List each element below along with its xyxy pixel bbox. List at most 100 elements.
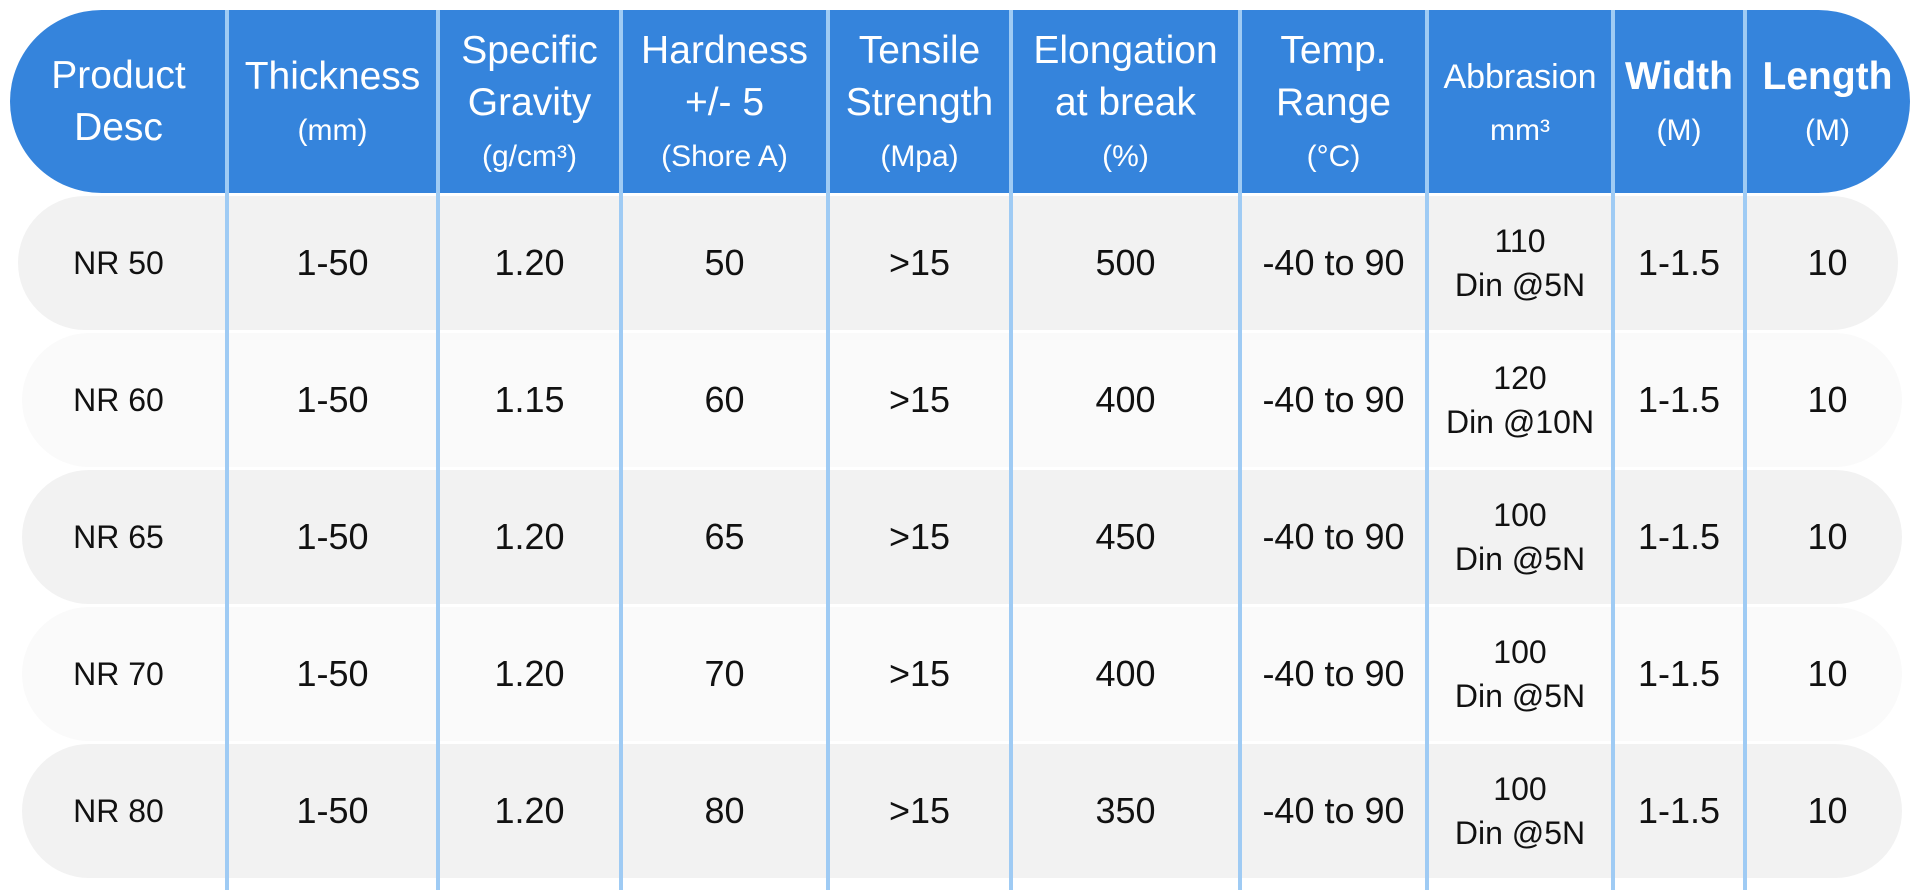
column-divider xyxy=(826,10,830,890)
table-cell: 10 xyxy=(1745,333,1910,467)
cell-text: 10 xyxy=(1807,379,1848,420)
cell-text: Din @5N xyxy=(1454,541,1586,577)
cell-text: 60 xyxy=(704,379,745,420)
table-cell: -40 to 90 xyxy=(1240,333,1427,467)
header-title: +/- 5 xyxy=(684,80,765,124)
header-title: Gravity xyxy=(467,80,592,124)
header-cell: Specific Gravity (g/cm³) xyxy=(438,10,621,193)
cell-text: 100 xyxy=(1493,771,1547,807)
cell-text: 1-1.5 xyxy=(1637,653,1721,694)
header-title: Length xyxy=(1762,54,1893,98)
cell-text: 1.20 xyxy=(494,790,565,831)
cell-text: 1-50 xyxy=(296,242,369,283)
table-cell: 1-1.5 xyxy=(1613,744,1745,878)
cell-text: NR 60 xyxy=(73,382,164,418)
table-cell: NR 50 xyxy=(10,196,227,330)
cell-text: -40 to 90 xyxy=(1262,653,1405,694)
column-divider xyxy=(436,10,440,890)
cell-text: 1-50 xyxy=(296,790,369,831)
cell-text: 100 xyxy=(1493,497,1547,533)
table-cell: 10 xyxy=(1745,744,1910,878)
row-background xyxy=(22,470,1902,604)
header-title: Strength xyxy=(845,80,994,124)
header-title: Temp. xyxy=(1280,28,1387,72)
header-unit: (M) xyxy=(1805,113,1850,147)
cell-text: >15 xyxy=(888,242,951,283)
table-cell: 50 xyxy=(621,196,828,330)
row-background xyxy=(22,607,1902,741)
cell-text: Din @5N xyxy=(1454,678,1586,714)
table-cell: 1-50 xyxy=(227,607,438,741)
table-cell: >15 xyxy=(828,333,1011,467)
header-cell: Hardness +/- 5 (Shore A) xyxy=(621,10,828,193)
cell-text: 1.15 xyxy=(494,379,565,420)
table-cell: 1-1.5 xyxy=(1613,470,1745,604)
cell-text: >15 xyxy=(888,790,951,831)
cell-text: -40 to 90 xyxy=(1262,379,1405,420)
cell-text: 1.20 xyxy=(494,516,565,557)
header-unit: (mm) xyxy=(297,113,368,147)
table-cell: 10 xyxy=(1745,470,1910,604)
cell-text: 65 xyxy=(704,516,745,557)
cell-text: NR 50 xyxy=(73,245,164,281)
cell-text: 1-1.5 xyxy=(1637,379,1721,420)
cell-text: 1.20 xyxy=(494,242,565,283)
cell-text: >15 xyxy=(888,516,951,557)
cell-text: 400 xyxy=(1095,653,1156,694)
table-cell: 1.20 xyxy=(438,196,621,330)
cell-text: 80 xyxy=(704,790,745,831)
cell-text: NR 80 xyxy=(73,793,164,829)
cell-text: -40 to 90 xyxy=(1262,790,1405,831)
cell-text: Din @5N xyxy=(1454,815,1586,851)
header-title: Range xyxy=(1276,80,1391,124)
table-cell: >15 xyxy=(828,470,1011,604)
column-divider xyxy=(1611,10,1615,890)
table-cell: 1.20 xyxy=(438,607,621,741)
table-cell: 1-50 xyxy=(227,470,438,604)
header-title: at break xyxy=(1055,80,1196,124)
column-divider xyxy=(1743,10,1747,890)
header-cell: Elongation at break (%) xyxy=(1011,10,1240,193)
cell-text: >15 xyxy=(888,379,951,420)
cell-text: -40 to 90 xyxy=(1262,516,1405,557)
table-cell: >15 xyxy=(828,196,1011,330)
header-unit: (M) xyxy=(1656,113,1702,147)
column-divider xyxy=(225,10,229,890)
cell-text: 50 xyxy=(704,242,745,283)
column-divider xyxy=(1425,10,1429,890)
header-cell: Length (M) xyxy=(1745,10,1910,193)
table-cell: 450 xyxy=(1011,470,1240,604)
cell-text: 120 xyxy=(1493,360,1547,396)
table-cell: -40 to 90 xyxy=(1240,470,1427,604)
cell-text: 1.20 xyxy=(494,653,565,694)
table-cell: 65 xyxy=(621,470,828,604)
cell-text: Din @5N xyxy=(1454,267,1586,303)
header-unit: (Mpa) xyxy=(880,139,959,173)
table-cell: 1-1.5 xyxy=(1613,333,1745,467)
header-cell: Width (M) xyxy=(1613,10,1745,193)
table-cell: 110 Din @5N xyxy=(1427,196,1613,330)
cell-text: 1-50 xyxy=(296,653,369,694)
header-title: Elongation xyxy=(1033,28,1218,72)
table-cell: 1.20 xyxy=(438,744,621,878)
table-cell: NR 65 xyxy=(10,470,227,604)
header-title: Specific xyxy=(461,28,598,72)
cell-text: 100 xyxy=(1493,634,1547,670)
header-unit: (%) xyxy=(1102,139,1149,173)
table-cell: 120 Din @10N xyxy=(1427,333,1613,467)
table-cell: -40 to 90 xyxy=(1240,196,1427,330)
header-title: Tensile xyxy=(858,28,981,72)
cell-text: 70 xyxy=(704,653,745,694)
table-cell: 1.20 xyxy=(438,470,621,604)
cell-text: NR 65 xyxy=(73,519,164,555)
row-background xyxy=(22,333,1902,467)
column-divider xyxy=(1238,10,1242,890)
header-title: Product xyxy=(51,53,186,97)
header-bar xyxy=(10,10,1910,193)
table-cell: 1-1.5 xyxy=(1613,196,1745,330)
header-unit: (g/cm³) xyxy=(482,139,577,173)
cell-text: 110 xyxy=(1494,223,1546,259)
cell-text: 10 xyxy=(1807,790,1848,831)
table-cell: >15 xyxy=(828,744,1011,878)
